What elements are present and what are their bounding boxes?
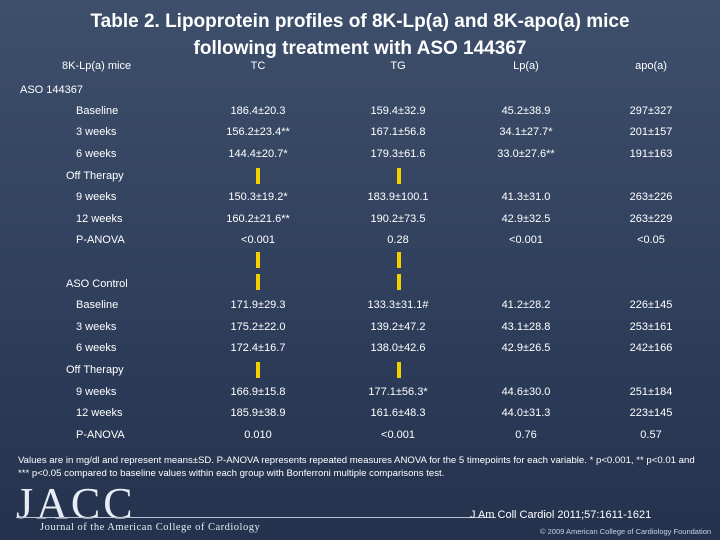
table-cell: 0.28 [387,234,409,246]
table-cell: 150.3±19.2* [228,191,288,203]
table-cell: 226±145 [629,299,673,311]
table-cell: <0.001 [509,234,543,246]
table-cell: 297±327 [629,105,673,117]
yellow-marker [256,274,260,290]
table-cell: 156.2±23.4** [226,126,290,138]
footnote: Values are in mg/dl and represent means±… [18,455,695,479]
section-control: ASO Control [66,278,128,290]
table-cell: 42.9±26.5 [501,342,551,354]
table-cell: 44.0±31.3 [501,407,551,419]
yellow-marker [397,252,401,268]
section-aso: ASO 144367 [20,84,83,96]
table-cell: 45.2±38.9 [501,105,551,117]
table-cell: 177.1±56.3* [368,386,428,398]
row-label: 9 weeks [76,191,117,203]
row-label: 12 weeks [76,213,123,225]
table-cell: 133.3±31.1# [367,299,429,311]
section-control-off-therapy: Off Therapy [66,364,124,376]
title-line-1: Table 2. Lipoprotein profiles of 8K-Lp(a… [90,11,630,32]
yellow-marker [397,168,401,184]
table-cell: 179.3±61.6 [370,148,426,160]
table-cell: 171.9±29.3 [230,299,286,311]
table-cell: 0.57 [640,429,662,441]
row-label: 9 weeks [76,386,117,398]
title-line-2: following treatment with ASO 144367 [193,38,527,59]
table-cell: 160.2±21.6** [226,213,290,225]
table-cell: 159.4±32.9 [370,105,426,117]
table-cell: 42.9±32.5 [501,213,551,225]
row-label: 3 weeks [76,321,117,333]
yellow-marker [256,168,260,184]
row-label: P-ANOVA [76,234,125,246]
table-cell: 242±166 [629,342,673,354]
column-header-apoa: apo(a) [635,60,667,72]
yellow-marker [256,362,260,378]
column-header-lpa: Lp(a) [513,60,539,72]
table-cell: 172.4±16.7 [230,342,286,354]
table-cell: 41.2±28.2 [501,299,551,311]
table-cell: 138.0±42.6 [370,342,426,354]
logo-divider [16,517,496,518]
journal-name: Journal of the American College of Cardi… [40,522,261,533]
table-cell: 251±184 [629,386,673,398]
row-label: P-ANOVA [76,429,125,441]
table-cell: <0.05 [637,234,665,246]
yellow-marker [397,274,401,290]
table-cell: 34.1±27.7* [499,126,553,138]
table-cell: 144.4±20.7* [228,148,288,160]
table-cell: 185.9±38.9 [230,407,286,419]
table-cell: 186.4±20.3 [230,105,286,117]
table-cell: 41.3±31.0 [501,191,551,203]
section-aso-off-therapy: Off Therapy [66,170,124,182]
table-cell: 161.6±48.3 [370,407,426,419]
row-label: 6 weeks [76,342,117,354]
row-label: Baseline [76,299,119,311]
row-label: Baseline [76,105,119,117]
group-label: 8K-Lp(a) mice [62,60,132,72]
table-cell: 191±163 [629,148,673,160]
table-cell: 263±226 [629,191,673,203]
column-header-tg: TG [390,60,406,72]
row-label: 3 weeks [76,126,117,138]
slide-title: Table 2. Lipoprotein profiles of 8K-Lp(a… [0,8,720,62]
table-cell: 253±161 [629,321,673,333]
table-cell: <0.001 [241,234,275,246]
table-cell: 263±229 [629,213,673,225]
table-cell: 223±145 [629,407,673,419]
table-cell: 44.6±30.0 [501,386,551,398]
table-cell: 201±157 [629,126,673,138]
table-cell: 167.1±56.8 [370,126,426,138]
column-header-tc: TC [250,60,266,72]
table-cell: 139.2±47.2 [370,321,426,333]
table-cell: 190.2±73.5 [370,213,426,225]
citation: J Am Coll Cardiol 2011;57:1611-1621 [470,509,652,521]
copyright: © 2009 American College of Cardiology Fo… [540,527,712,536]
table-cell: 33.0±27.6** [497,148,555,160]
yellow-marker [256,252,260,268]
row-label: 6 weeks [76,148,117,160]
yellow-marker [397,362,401,378]
table-cell: 183.9±100.1 [367,191,429,203]
row-label: 12 weeks [76,407,123,419]
table-cell: 0.010 [244,429,272,441]
table-cell: 166.9±15.8 [230,386,286,398]
table-cell: 0.76 [515,429,537,441]
table-cell: 175.2±22.0 [230,321,286,333]
jacc-logo: JACC [16,479,136,528]
table-cell: <0.001 [381,429,415,441]
table-cell: 43.1±28.8 [501,321,551,333]
